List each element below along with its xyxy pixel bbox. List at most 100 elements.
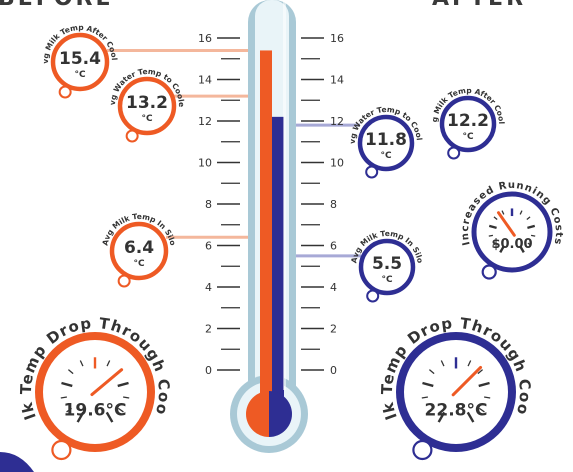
hand-icon: [481, 264, 497, 280]
after-header: AFTER: [432, 0, 526, 11]
scale-label-right: 2: [330, 323, 337, 336]
dial-tick: [105, 411, 114, 423]
dial-tick: [479, 407, 485, 413]
dial-tick: [478, 381, 490, 388]
dial-tick: [527, 224, 536, 230]
hand-icon: [125, 129, 139, 143]
thermometer: [230, 0, 308, 453]
dial-tick: [488, 234, 494, 237]
hand-icon: [51, 439, 72, 461]
dial-tick: [428, 369, 435, 375]
dial-needle: [496, 211, 516, 237]
gauge-ring: [358, 238, 416, 296]
after-mercury-column: [272, 116, 284, 414]
dial-tick: [488, 224, 497, 230]
scale-label-left: 16: [198, 32, 212, 45]
dial-tick: [492, 242, 497, 247]
dial-value: $0.00: [491, 237, 532, 252]
dial-tick: [518, 245, 525, 254]
scale-label-left: 14: [198, 74, 212, 87]
dial-needle: [90, 368, 124, 397]
dial-tick: [60, 396, 67, 399]
corner-decoration: [0, 452, 34, 472]
dial-tick: [466, 411, 475, 423]
gauge-ring: [439, 95, 497, 153]
gauge-unit: °C: [380, 151, 392, 161]
gauge-value: 12.2: [447, 111, 489, 131]
gauge-value: 6.4: [124, 238, 154, 258]
gauge-unit: °C: [74, 70, 86, 80]
dial-tick: [527, 242, 532, 247]
dial-tick: [526, 216, 531, 221]
dial-tick: [118, 407, 124, 413]
hand-icon: [365, 165, 379, 179]
bulb-after-half: [269, 391, 292, 437]
gauge-ring: [109, 221, 169, 281]
hand-icon: [366, 289, 380, 303]
dial-tick: [61, 381, 73, 388]
gauge-unit: °C: [462, 132, 474, 142]
dial-tick: [79, 360, 84, 367]
gauge-ring: [117, 76, 177, 136]
hand-icon: [117, 274, 131, 288]
gauge-value: 13.2: [126, 93, 168, 113]
dial-tick: [421, 396, 428, 399]
bulb-before-half: [246, 391, 269, 437]
gauge-unit: °C: [141, 114, 153, 124]
scale-label-right: 12: [330, 115, 344, 128]
scale-label-right: 16: [330, 32, 344, 45]
dial-tick: [437, 411, 446, 423]
scale-label-right: 0: [330, 364, 337, 377]
scale-label-right: 6: [330, 240, 337, 253]
before-mercury-column: [260, 50, 272, 414]
scale-label-left: 12: [198, 115, 212, 128]
scale-label-right: 10: [330, 157, 344, 170]
dial-tick: [66, 407, 72, 413]
hand-icon: [412, 439, 433, 461]
gauge-value: 11.8: [365, 130, 407, 150]
dial-tick: [493, 216, 498, 221]
dial-tick: [76, 411, 85, 423]
gauge-unit: °C: [381, 275, 393, 285]
scale-label-left: 4: [205, 281, 212, 294]
scale-label-left: 2: [205, 323, 212, 336]
dial-tick: [477, 369, 484, 375]
dial-tick: [467, 360, 472, 367]
scale-label-right: 14: [330, 74, 344, 87]
dial-tick: [67, 369, 74, 375]
scale-label-left: 8: [205, 198, 212, 211]
tube-highlight: [283, 0, 286, 390]
dial-tick: [440, 360, 445, 367]
dial-tick: [106, 360, 111, 367]
dial-tick: [123, 396, 130, 399]
dial-tick: [499, 245, 506, 254]
temperature-scale: 16 16 14 14 12 12 10 10 8 8 6 6 4 4 2 2 0 0: [198, 32, 344, 377]
dial-tick: [422, 381, 434, 388]
dial-tick: [519, 210, 523, 215]
before-header: BEFORE: [0, 0, 114, 11]
gauge-value: 5.5: [372, 254, 402, 274]
scale-label-left: 6: [205, 240, 212, 253]
dial-tick: [427, 407, 433, 413]
dial-tick: [484, 396, 491, 399]
scale-label-right: 8: [330, 198, 337, 211]
gauge-ring: [50, 32, 110, 92]
gauge-ring: [357, 114, 415, 172]
dial-tick: [501, 210, 505, 215]
dial-tick: [117, 381, 129, 388]
dial-tick: [530, 234, 536, 237]
scale-label-left: 0: [205, 364, 212, 377]
hand-icon: [58, 85, 72, 99]
gauge-unit: °C: [133, 259, 145, 269]
scale-label-left: 10: [198, 157, 212, 170]
dial-value: 22.8°C: [425, 401, 488, 421]
scale-label-right: 4: [330, 281, 337, 294]
dial-needle: [451, 365, 483, 397]
gauge-value: 15.4: [59, 49, 101, 69]
dial-value: 19.6°C: [64, 401, 127, 421]
